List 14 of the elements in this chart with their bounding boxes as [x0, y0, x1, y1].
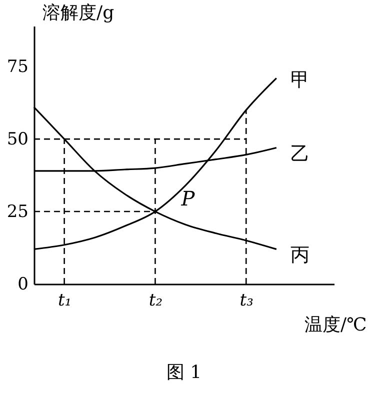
y-tick-label: 75 — [6, 57, 28, 78]
y-tick-label: 0 — [18, 274, 28, 294]
y-tick-label: 50 — [6, 130, 28, 150]
series-label: 丙 — [290, 244, 310, 266]
x-axis-title: 温度/℃ — [304, 314, 367, 336]
y-tick-label: 25 — [6, 202, 28, 222]
caption: 图 1 — [166, 362, 202, 383]
series-label: 乙 — [290, 142, 310, 165]
y-axis-title: 溶解度/g — [42, 2, 114, 24]
annotation: P — [180, 186, 196, 211]
x-tick-label: t₁ — [58, 290, 72, 310]
series-label: 甲 — [290, 69, 310, 92]
x-tick-label: t₃ — [240, 290, 254, 310]
x-tick-label: t₂ — [148, 290, 163, 310]
